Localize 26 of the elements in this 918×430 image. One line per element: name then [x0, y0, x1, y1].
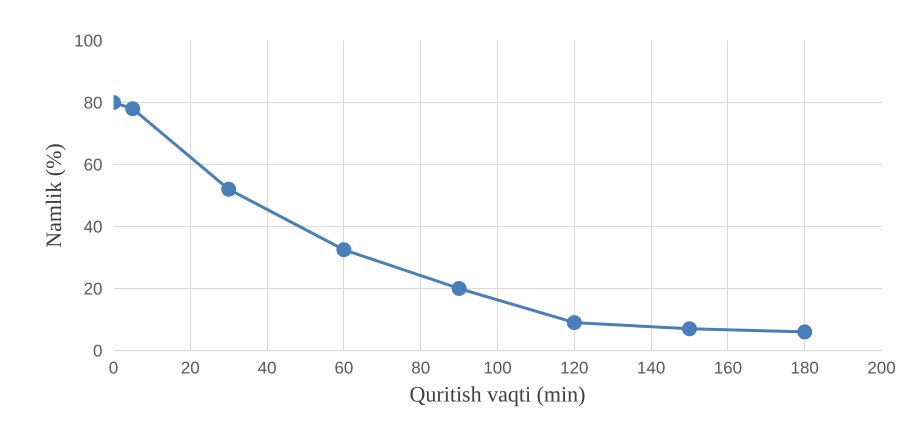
y-tick-label: 40 [84, 218, 103, 236]
y-axis-title: Namlik (%) [41, 143, 66, 248]
y-tick-label: 100 [74, 32, 103, 50]
y-tick-label: 80 [84, 94, 103, 112]
y-tick-label: 0 [93, 342, 103, 360]
point [221, 182, 236, 197]
point [125, 101, 140, 116]
point [682, 321, 697, 336]
x-tick-label: 200 [867, 358, 896, 378]
point [452, 281, 467, 296]
point [566, 315, 582, 330]
x-tick-label: 140 [636, 358, 666, 378]
x-tick-label: 180 [790, 358, 819, 378]
x-tick-label: 40 [258, 358, 277, 378]
x-tick-label: 60 [334, 358, 354, 378]
x-tick-label: 160 [714, 358, 742, 378]
x-tick-label: 120 [560, 358, 588, 378]
point [336, 242, 352, 258]
x-tick-label: 0 [108, 358, 118, 378]
x-axis-title: Quritish vaqti (min) [410, 382, 586, 406]
point [797, 324, 812, 340]
y-tick-label: 20 [84, 280, 103, 298]
x-tick-label: 80 [411, 358, 430, 378]
x-tick-label: 20 [180, 358, 200, 378]
y-tick-label: 60 [84, 156, 103, 174]
x-tick-label: 100 [483, 358, 512, 378]
